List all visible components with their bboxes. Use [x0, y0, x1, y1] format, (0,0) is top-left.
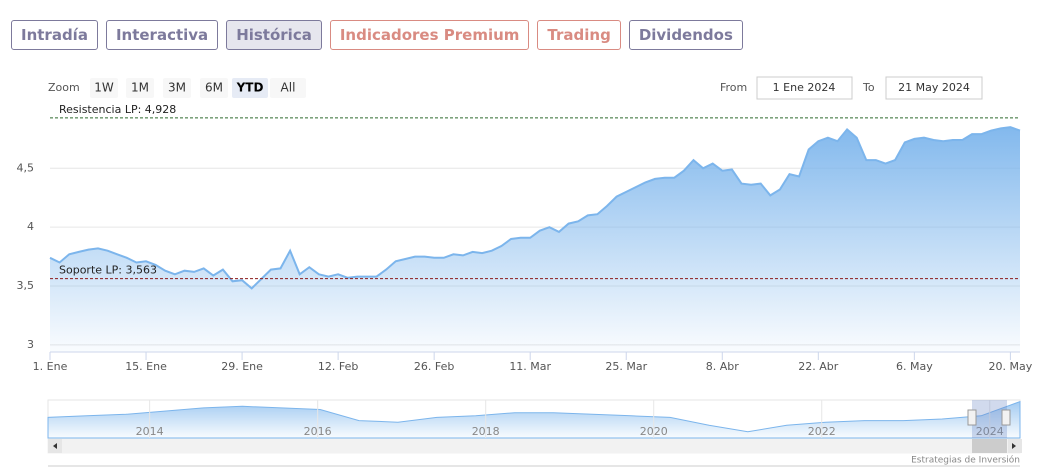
line	[49, 126, 1021, 290]
tab[interactable]: Indicadores Premium	[329, 20, 530, 50]
tab[interactable]: Trading	[537, 20, 621, 50]
zoom-button[interactable]	[232, 78, 268, 98]
tab[interactable]: Dividendos	[628, 20, 743, 50]
zoom-button-label[interactable]: YTD	[236, 81, 264, 95]
navigator-tick-label: 2014	[136, 425, 164, 438]
y-tick-label: 3,5	[17, 279, 35, 292]
x-tick-label: 12. Feb	[318, 360, 358, 373]
x-tick-label: 1. Ene	[33, 360, 68, 373]
navigator-tick-label: 2018	[472, 425, 500, 438]
x-tick-label: 6. May	[896, 360, 933, 373]
scroll-right-arrow	[1012, 443, 1016, 449]
x-tick-label: 26. Feb	[414, 360, 454, 373]
navigator-tick-label: 2016	[304, 425, 332, 438]
credit: Estrategias de Inversión	[911, 455, 1020, 466]
scroll-left-arrow	[53, 443, 57, 449]
scrollbar-track	[47, 438, 1021, 454]
zoom-label: Zoom	[48, 81, 80, 94]
to-input[interactable]	[885, 76, 983, 100]
y-tick-label: 4,5	[17, 161, 35, 174]
from-value[interactable]: 1 Ene 2024	[773, 81, 836, 94]
x-tick-label: 22. Abr	[798, 360, 838, 373]
zoom-button[interactable]	[126, 78, 154, 98]
zoom-button-label[interactable]: 1W	[94, 81, 114, 95]
navigator-tick-label: 2024	[976, 425, 1004, 438]
navigator-handle[interactable]	[1001, 409, 1011, 426]
navigator-tick-label: 2020	[640, 425, 668, 438]
to-value[interactable]: 21 May 2024	[898, 81, 970, 94]
area	[50, 127, 1020, 352]
from-label: From	[720, 81, 747, 94]
x-tick-label: 25. Mar	[605, 360, 647, 373]
x-tick-label: 20. May	[989, 360, 1033, 373]
tab[interactable]: Histórica	[226, 20, 322, 50]
zoom-button[interactable]	[90, 78, 118, 98]
from-input[interactable]	[756, 76, 853, 100]
tab[interactable]: Interactiva	[105, 20, 219, 50]
tab-bar: Intradía Interactiva Histórica Indicadores …	[11, 20, 743, 50]
navigator-area	[47, 400, 1021, 439]
x-tick-label: 8. Abr	[706, 360, 739, 373]
zoom-button[interactable]	[163, 78, 191, 98]
zoom-button-label[interactable]: 1M	[131, 81, 149, 95]
y-tick-label: 4	[27, 220, 34, 233]
y-tick-label: 3	[27, 338, 34, 351]
zoom-button[interactable]	[200, 78, 228, 98]
tab[interactable]: Intradía	[11, 20, 98, 50]
zoom-button-label[interactable]: 6M	[205, 81, 223, 95]
zoom-button-label[interactable]: All	[281, 81, 296, 95]
navigator-handle[interactable]	[967, 409, 977, 426]
to-label: To	[862, 81, 875, 94]
x-tick-label: 15. Ene	[125, 360, 167, 373]
zoom-button-label[interactable]: 3M	[168, 81, 186, 95]
plot-line-label: Soporte LP: 3,563	[59, 264, 157, 277]
x-tick-label: 11. Mar	[509, 360, 551, 373]
navigator-tick-label: 2022	[808, 425, 836, 438]
scrollbar-thumb[interactable]	[972, 439, 1007, 453]
zoom-button[interactable]	[270, 78, 306, 98]
x-tick-label: 29. Ene	[221, 360, 263, 373]
plot-line-label: Resistencia LP: 4,928	[59, 103, 176, 116]
navigator-selection[interactable]	[972, 400, 1007, 438]
